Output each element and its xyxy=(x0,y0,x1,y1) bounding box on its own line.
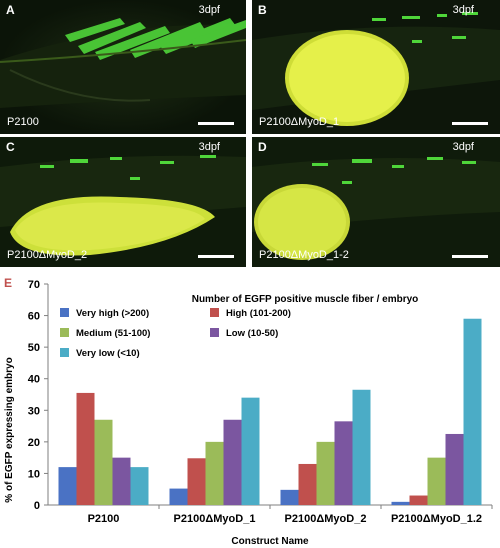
legend-entry: Medium (51-100) xyxy=(76,328,150,339)
y-tick-label: 40 xyxy=(28,374,40,386)
bar xyxy=(187,458,206,505)
scale-bar xyxy=(198,122,234,125)
legend-entry: Very low (<10) xyxy=(76,348,140,359)
x-tick-label: P2100ΔMyoD_1.2 xyxy=(391,513,482,525)
bar-chart: E Number of EGFP positive muscle fiber /… xyxy=(4,276,493,547)
construct-label: P2100ΔMyoD_1-2 xyxy=(259,249,349,261)
bar xyxy=(409,495,428,505)
y-tick-label: 30 xyxy=(28,405,40,417)
legend-entry: Very high (>200) xyxy=(76,308,149,319)
x-tick-label: P2100ΔMyoD_2 xyxy=(285,513,367,525)
y-tick-label: 50 xyxy=(28,342,40,354)
micrograph-panel-b: B 3dpf P2100ΔMyoD_1 xyxy=(252,0,500,134)
micrograph-panel-d: D 3dpf P2100ΔMyoD_1-2 xyxy=(252,137,500,267)
bar xyxy=(112,457,131,505)
bar xyxy=(280,489,299,505)
panel-letter: D xyxy=(258,140,267,154)
legend-swatch xyxy=(210,328,219,337)
bar xyxy=(205,441,224,505)
scale-bar xyxy=(198,255,234,258)
stage-label: 3dpf xyxy=(198,4,220,16)
larva-image-a xyxy=(0,0,246,134)
stage-label: 3dpf xyxy=(198,141,220,153)
construct-label: P2100 xyxy=(7,116,39,128)
micrograph-panel-a: A 3dpf P2100 xyxy=(0,0,246,134)
bar xyxy=(130,467,149,505)
y-tick-label: 60 xyxy=(28,311,40,323)
bar xyxy=(334,421,353,505)
bar xyxy=(316,441,335,505)
larva-image-c xyxy=(0,137,246,267)
larva-image-b xyxy=(252,0,500,134)
stage-label: 3dpf xyxy=(452,4,474,16)
panel-letter-e: E xyxy=(4,276,12,290)
legend-swatch xyxy=(210,308,219,317)
y-tick-label: 10 xyxy=(28,468,40,480)
scale-bar xyxy=(452,255,488,258)
bar xyxy=(58,467,77,505)
bar xyxy=(76,392,95,505)
x-axis-label: Construct Name xyxy=(231,536,309,547)
bar xyxy=(463,318,482,505)
bar xyxy=(223,419,242,505)
construct-label: P2100ΔMyoD_1 xyxy=(259,116,340,128)
bar xyxy=(352,389,371,505)
y-tick-label: 0 xyxy=(34,500,40,512)
x-tick-label: P2100ΔMyoD_1 xyxy=(174,513,256,525)
legend-entry: High (101-200) xyxy=(226,308,291,319)
bar xyxy=(94,419,113,505)
panel-letter: C xyxy=(6,140,15,154)
bar xyxy=(427,457,446,505)
legend-entry: Low (10-50) xyxy=(226,328,278,339)
bar xyxy=(241,397,260,505)
scale-bar xyxy=(452,122,488,125)
legend-swatch xyxy=(60,328,69,337)
x-tick-label: P2100 xyxy=(88,513,120,525)
y-axis-label: % of EGFP expressing embryo xyxy=(4,357,15,502)
stage-label: 3dpf xyxy=(452,141,474,153)
bar xyxy=(169,488,188,505)
legend-swatch xyxy=(60,308,69,317)
bar xyxy=(391,501,410,505)
larva-image-d xyxy=(252,137,500,267)
y-tick-label: 70 xyxy=(28,279,40,291)
panel-letter: B xyxy=(258,3,267,17)
legend-title: Number of EGFP positive muscle fiber / e… xyxy=(192,294,419,305)
panel-letter: A xyxy=(6,3,15,17)
construct-label: P2100ΔMyoD_2 xyxy=(7,249,88,261)
legend-swatch xyxy=(60,348,69,357)
bar xyxy=(445,433,464,505)
y-tick-label: 20 xyxy=(28,437,40,449)
micrograph-panel-c: C 3dpf P2100ΔMyoD_2 xyxy=(0,137,246,267)
bar xyxy=(298,463,317,505)
